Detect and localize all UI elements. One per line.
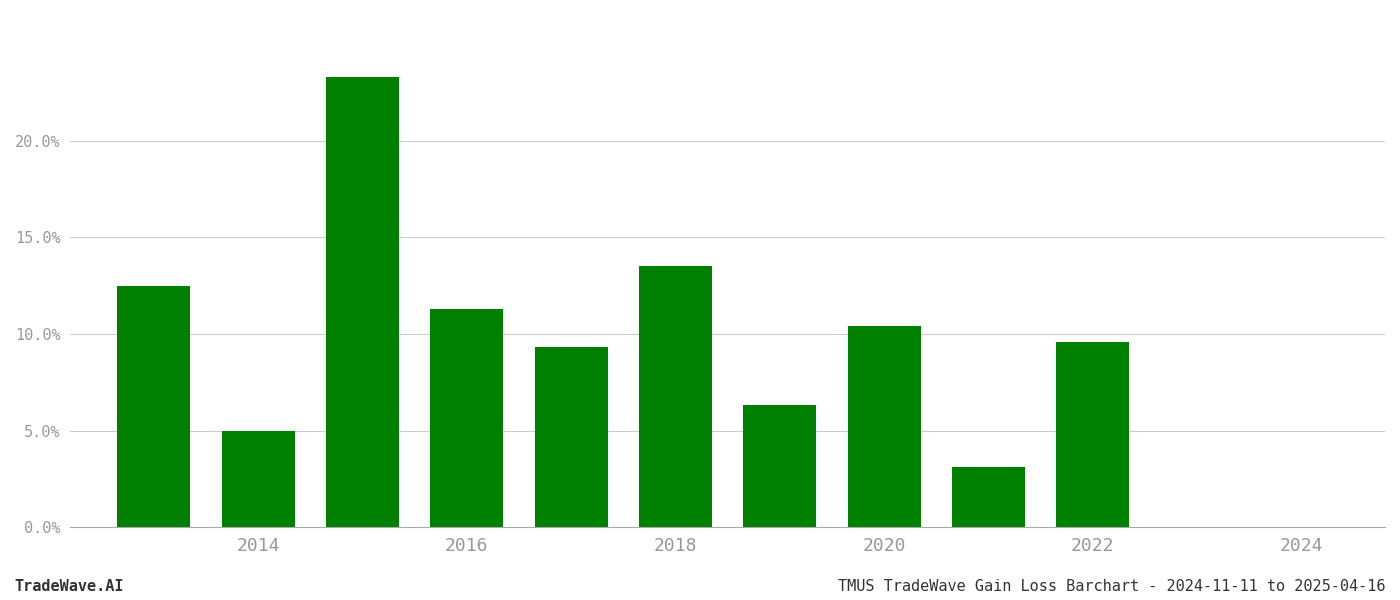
Bar — [952, 467, 1025, 527]
Bar — [430, 309, 504, 527]
Bar — [1057, 341, 1130, 527]
Bar — [535, 347, 608, 527]
Bar — [638, 266, 713, 527]
Text: TradeWave.AI: TradeWave.AI — [14, 579, 123, 594]
Bar — [326, 77, 399, 527]
Bar — [118, 286, 190, 527]
Bar — [847, 326, 921, 527]
Text: TMUS TradeWave Gain Loss Barchart - 2024-11-11 to 2025-04-16: TMUS TradeWave Gain Loss Barchart - 2024… — [839, 579, 1386, 594]
Bar — [221, 431, 294, 527]
Bar — [743, 406, 816, 527]
